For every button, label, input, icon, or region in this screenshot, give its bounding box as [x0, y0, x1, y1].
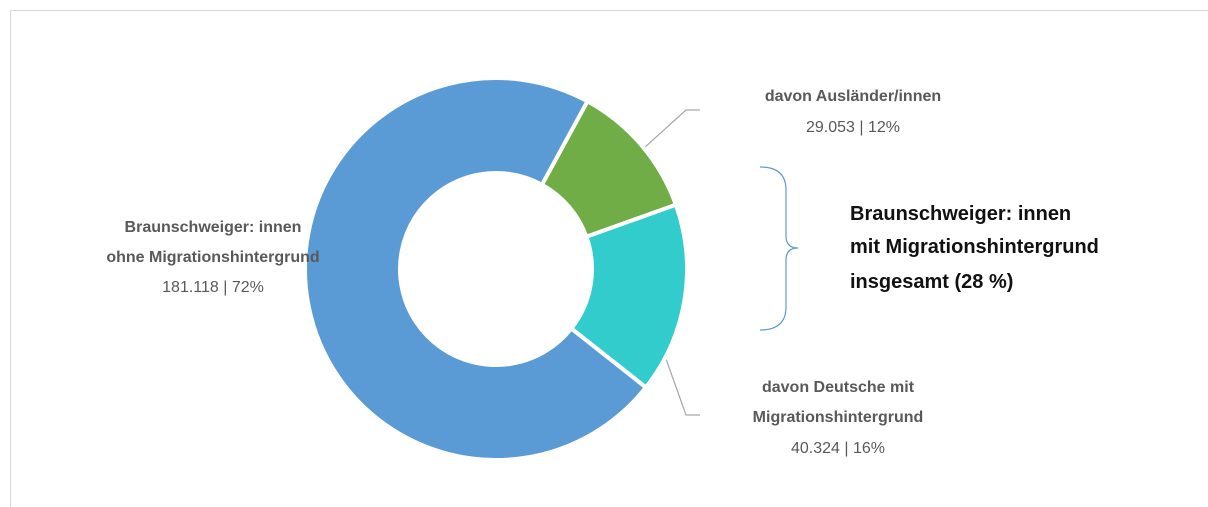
value-label: 40.324 | 16%: [791, 440, 885, 457]
text-line: Braunschweiger: innen: [850, 203, 1071, 225]
text-line: mit Migrationshintergrund: [850, 236, 1099, 258]
donut-segment: [303, 76, 649, 462]
donut-segment: [568, 202, 689, 391]
category-label: davon Deutsche mit Migrationshintergrund: [753, 379, 924, 426]
text-line: davon Ausländer/innen: [765, 88, 941, 105]
text-line: davon Deutsche mit: [762, 379, 915, 396]
text-line: insgesamt (28 %): [850, 271, 1013, 293]
text-line: Braunschweiger: innen: [125, 219, 302, 236]
value-label: 181.118 | 72%: [162, 279, 264, 296]
bracket: [759, 166, 799, 331]
text-line: Migrationshintergrund: [753, 409, 924, 426]
text-line: ohne Migrationshintergrund: [106, 249, 319, 266]
category-label: davon Ausländer/innen: [765, 88, 941, 105]
value-label: 29.053 | 12%: [806, 119, 900, 136]
annotation: Braunschweiger: innen mit Migrationshinte…: [850, 203, 1099, 293]
category-label: Braunschweiger: innen ohne Migrationshint…: [106, 219, 319, 266]
